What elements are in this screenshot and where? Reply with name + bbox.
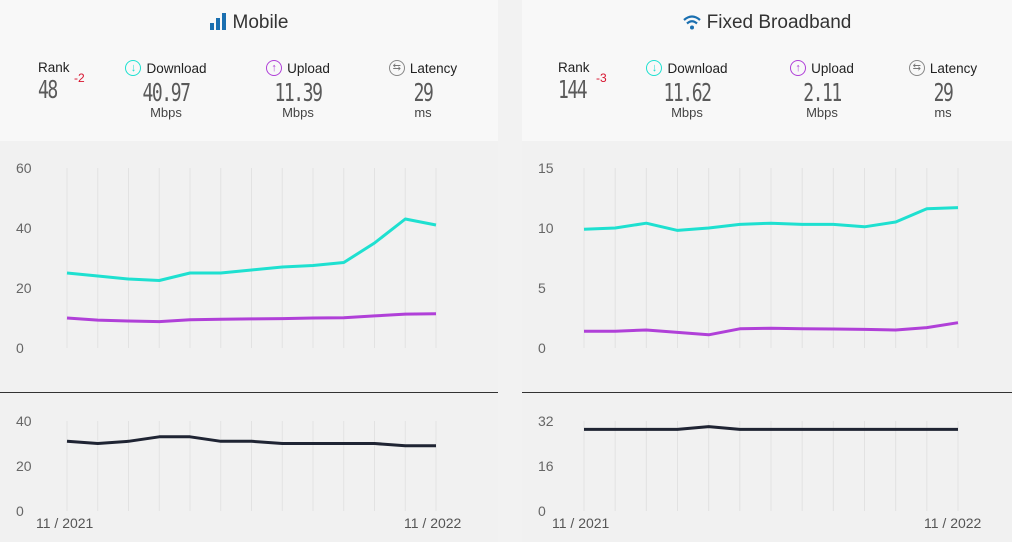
y-tick-label: 0	[538, 340, 546, 356]
y-tick-label: 40	[16, 413, 32, 429]
download-arrow-icon: ↓	[125, 60, 142, 76]
mobile-rank: Rank 48 -2	[38, 60, 85, 104]
signal-bars-icon	[209, 13, 227, 36]
mobile-chart: 60 40 20 0 40 20 0	[16, 160, 437, 519]
fixed-header: Fixed Broadband Rank 144 -3 ↓ Download 11…	[522, 0, 1012, 141]
upload-label: Upload	[287, 60, 330, 76]
fixed-title: Fixed Broadband	[522, 12, 1012, 36]
y-tick-label: 60	[16, 160, 32, 176]
latency-label: Latency	[409, 60, 458, 76]
mobile-header: Mobile Rank 48 -2 ↓ Download 40.97 Mbps ↑…	[0, 0, 498, 141]
y-tick-label: 40	[16, 220, 32, 236]
series-line-latency	[584, 425, 958, 431]
chart-divider	[522, 392, 1012, 393]
upload-value: 11.39	[274, 78, 322, 107]
download-unit: Mbps	[671, 105, 703, 120]
rank-label: Rank	[558, 60, 590, 75]
latency-unit: ms	[414, 105, 432, 120]
chart-divider	[0, 392, 498, 393]
x-axis-start-label: 11 / 2021	[552, 515, 610, 531]
rank-change: -3	[596, 71, 607, 85]
fixed-chart: 15 10 5 0 32 16 0	[538, 160, 959, 519]
latency-value: 29	[413, 78, 434, 107]
rank-change: -2	[74, 71, 85, 85]
y-tick-label: 20	[16, 458, 32, 474]
wifi-icon	[682, 14, 701, 36]
fixed-title-text: Fixed Broadband	[706, 12, 852, 33]
upload-unit: Mbps	[282, 105, 314, 120]
y-tick-label: 10	[538, 220, 554, 236]
download-value: 40.97	[142, 78, 190, 107]
rank-label: Rank	[38, 60, 70, 75]
upload-label: Upload	[811, 60, 854, 76]
y-tick-label: 16	[538, 458, 554, 474]
latency-icon: ⇆	[908, 60, 925, 76]
fixed-upload: ↑ Upload 2.11 Mbps	[784, 60, 860, 120]
y-tick-label: 5	[538, 280, 546, 296]
y-tick-label: 20	[16, 280, 32, 296]
x-axis-start-label: 11 / 2021	[36, 515, 94, 531]
download-value: 11.62	[663, 78, 711, 107]
fixed-download: ↓ Download 11.62 Mbps	[640, 60, 734, 120]
y-tick-label: 0	[16, 503, 24, 519]
mobile-title: Mobile	[0, 12, 498, 36]
upload-unit: Mbps	[806, 105, 838, 120]
fixed-latency: ⇆ Latency 29 ms	[902, 60, 984, 120]
x-axis-end-label: 11 / 2022	[404, 515, 462, 531]
latency-label: Latency	[929, 60, 978, 76]
latency-unit: ms	[934, 105, 952, 120]
x-axis-end-label: 11 / 2022	[924, 515, 982, 531]
latency-value: 29	[933, 78, 954, 107]
mobile-upload: ↑ Upload 11.39 Mbps	[258, 60, 338, 120]
download-arrow-icon: ↓	[646, 60, 663, 76]
mobile-latency: ⇆ Latency 29 ms	[382, 60, 464, 120]
download-label: Download	[146, 60, 207, 76]
latency-icon: ⇆	[388, 60, 405, 76]
fixed-rank: Rank 144 -3	[558, 60, 607, 104]
y-tick-label: 15	[538, 160, 554, 176]
mobile-panel: Mobile Rank 48 -2 ↓ Download 40.97 Mbps ↑…	[0, 0, 498, 542]
y-tick-label: 0	[538, 503, 546, 519]
y-tick-label: 0	[16, 340, 24, 356]
mobile-download: ↓ Download 40.97 Mbps	[120, 60, 212, 120]
download-label: Download	[667, 60, 728, 76]
rank-value: 48	[38, 75, 58, 104]
upload-arrow-icon: ↑	[266, 60, 283, 76]
upload-value: 2.11	[803, 78, 842, 107]
mobile-title-text: Mobile	[232, 12, 289, 33]
download-unit: Mbps	[150, 105, 182, 120]
y-tick-label: 32	[538, 413, 554, 429]
rank-value: 144	[558, 75, 588, 104]
upload-arrow-icon: ↑	[790, 60, 807, 76]
fixed-panel: Fixed Broadband Rank 144 -3 ↓ Download 11…	[522, 0, 1012, 542]
